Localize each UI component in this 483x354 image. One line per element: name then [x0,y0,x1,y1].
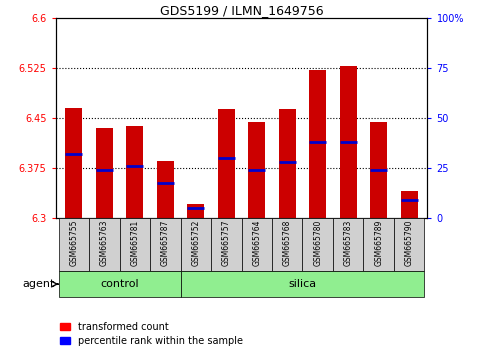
Bar [157,161,174,218]
Text: GSM665757: GSM665757 [222,219,231,266]
Bar [96,128,113,218]
Bar [309,70,326,218]
Bar [363,218,394,271]
Text: GSM665789: GSM665789 [374,219,383,266]
Bar [248,122,265,218]
Text: silica: silica [288,279,316,289]
Text: GSM665790: GSM665790 [405,219,413,266]
Legend: transformed count, percentile rank within the sample: transformed count, percentile rank withi… [60,322,243,346]
Bar [401,191,417,218]
Bar [181,271,425,297]
Text: control: control [100,279,139,289]
Bar [333,218,363,271]
Bar [181,218,211,271]
Bar [272,218,302,271]
Title: GDS5199 / ILMN_1649756: GDS5199 / ILMN_1649756 [160,4,323,17]
Bar [279,109,296,218]
Text: GSM665763: GSM665763 [100,219,109,266]
Bar [127,126,143,218]
Bar [340,66,356,218]
Bar [242,218,272,271]
Bar [370,122,387,218]
Bar [120,218,150,271]
Text: GSM665783: GSM665783 [344,219,353,266]
Bar [394,218,425,271]
Bar [302,218,333,271]
Text: GSM665755: GSM665755 [70,219,78,266]
Text: GSM665768: GSM665768 [283,219,292,266]
Bar [58,218,89,271]
Text: GSM665764: GSM665764 [252,219,261,266]
Bar [211,218,242,271]
Bar [187,204,204,218]
Text: GSM665780: GSM665780 [313,219,322,266]
Bar [58,271,181,297]
Bar [89,218,120,271]
Bar [66,108,82,218]
Bar [218,109,235,218]
Bar [150,218,181,271]
Text: GSM665787: GSM665787 [161,219,170,266]
Text: GSM665752: GSM665752 [191,219,200,266]
Text: GSM665781: GSM665781 [130,219,139,266]
Text: agent: agent [23,279,55,289]
